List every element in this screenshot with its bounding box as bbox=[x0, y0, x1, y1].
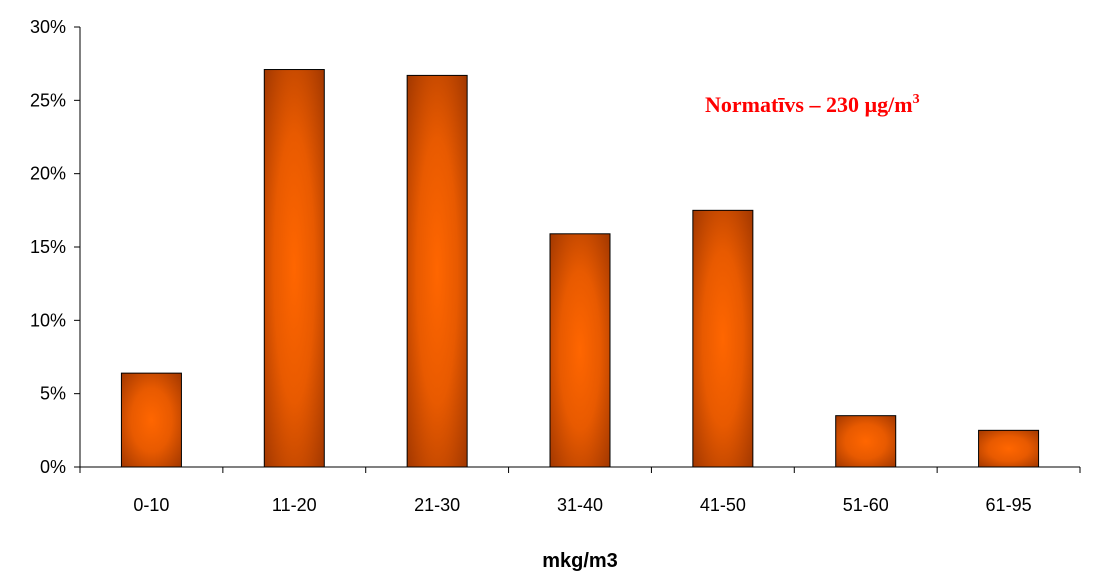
x-tick-label: 61-95 bbox=[986, 495, 1032, 515]
y-tick-label: 5% bbox=[40, 384, 66, 404]
x-axis-title: mkg/m3 bbox=[542, 550, 618, 572]
y-tick-label: 20% bbox=[30, 164, 66, 184]
bars bbox=[120, 69, 1040, 468]
y-tick-label: 0% bbox=[40, 457, 66, 477]
y-axis-ticks: 0% 5% 10% 15% 20% 25% 30% bbox=[30, 17, 80, 477]
x-tick-label: 41-50 bbox=[700, 495, 746, 515]
bar-11-20 bbox=[263, 69, 325, 468]
annotation-text: Normatīvs – 230 µg/m bbox=[705, 92, 913, 117]
bar-21-30 bbox=[406, 74, 468, 468]
x-tick-label: 0-10 bbox=[133, 495, 169, 515]
x-tick-label: 21-30 bbox=[414, 495, 460, 515]
bar-41-50 bbox=[692, 209, 754, 468]
bar-51-60 bbox=[835, 415, 897, 468]
x-axis-ticks: 0-10 11-20 21-30 31-40 41-50 51-60 61-95 bbox=[79, 467, 1081, 515]
annotation-normativs: Normatīvs – 230 µg/m3 bbox=[705, 92, 920, 117]
y-tick-label: 15% bbox=[30, 237, 66, 257]
y-tick-label: 25% bbox=[30, 90, 66, 110]
y-tick-label: 10% bbox=[30, 310, 66, 330]
bar-0-10 bbox=[120, 372, 182, 468]
bar-61-95 bbox=[978, 429, 1040, 468]
y-tick-label: 30% bbox=[30, 17, 66, 37]
bar-31-40 bbox=[549, 233, 611, 468]
x-tick-label: 31-40 bbox=[557, 495, 603, 515]
x-tick-label: 11-20 bbox=[272, 495, 317, 515]
annotation-superscript: 3 bbox=[913, 92, 920, 107]
x-tick-label: 51-60 bbox=[843, 495, 889, 515]
